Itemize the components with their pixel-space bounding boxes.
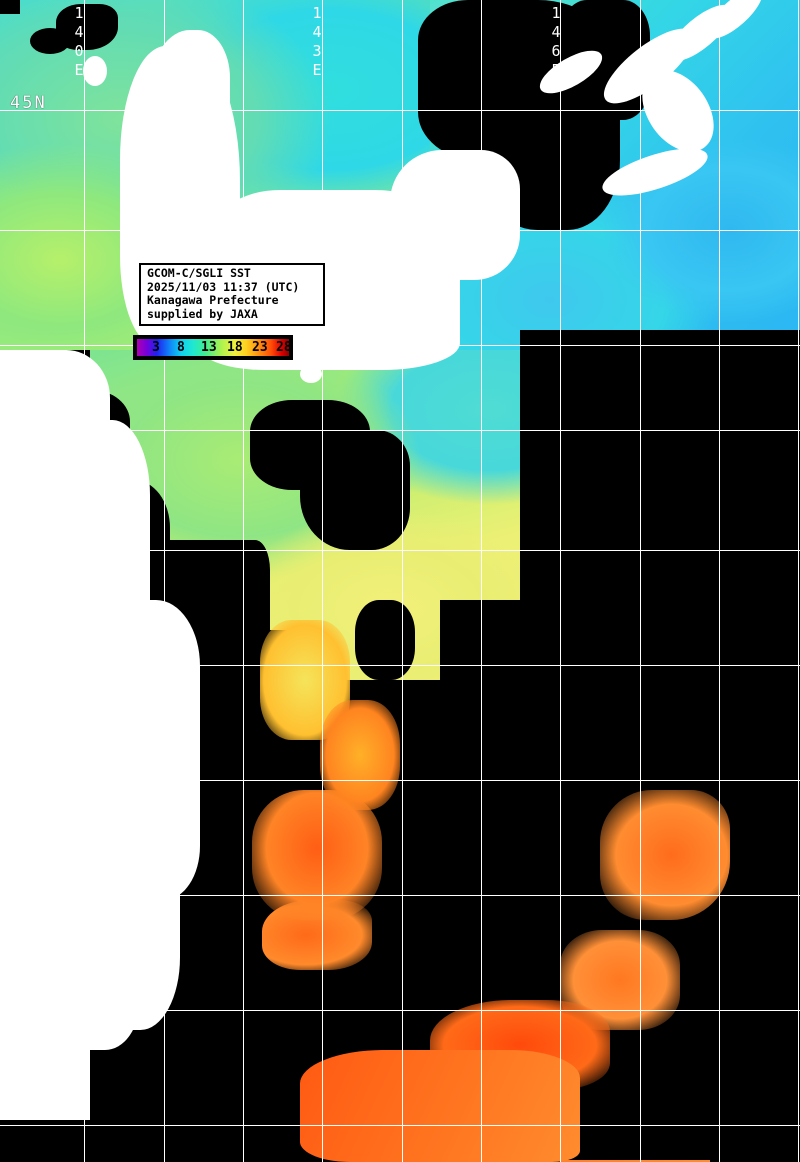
colorbar-tick-8: 8 xyxy=(177,340,185,355)
product-title: GCOM-C/SGLI SST xyxy=(147,266,251,280)
product-info-box: GCOM-C/SGLI SST 2025/11/03 11:37 (UTC) K… xyxy=(139,263,325,326)
cloud-mask xyxy=(0,0,20,14)
cloud-mask xyxy=(355,600,415,680)
sst-warm-patch xyxy=(252,790,382,920)
land-mask-island xyxy=(18,905,32,923)
sst-colorbar: 3 8 13 18 23 28 xyxy=(133,335,293,360)
colorbar-tick-3: 3 xyxy=(152,340,160,355)
product-region: Kanagawa Prefecture xyxy=(147,293,279,307)
land-mask-island xyxy=(64,374,90,390)
colorbar-gradient xyxy=(137,339,289,356)
land-mask-hokkaido xyxy=(390,150,520,280)
land-mask-island xyxy=(158,180,176,202)
cloud-mask xyxy=(30,28,70,54)
sst-warm-patch xyxy=(300,1050,580,1162)
sst-warm-patch xyxy=(600,790,730,920)
colorbar-tick-23: 23 xyxy=(252,340,268,355)
colorbar-tick-13: 13 xyxy=(201,340,217,355)
colorbar-tick-28: 28 xyxy=(276,340,292,355)
land-mask-island xyxy=(300,365,322,383)
product-provider: supplied by JAXA xyxy=(147,306,258,321)
colorbar-tick-18: 18 xyxy=(227,340,243,355)
cloud-mask xyxy=(250,400,370,490)
product-datetime: 2025/11/03 11:37 (UTC) xyxy=(147,279,300,294)
land-mask-sakhalin xyxy=(150,30,230,150)
land-mask-island xyxy=(83,56,107,86)
sst-warm-patch xyxy=(320,700,400,810)
land-mask-island xyxy=(8,1050,20,1064)
